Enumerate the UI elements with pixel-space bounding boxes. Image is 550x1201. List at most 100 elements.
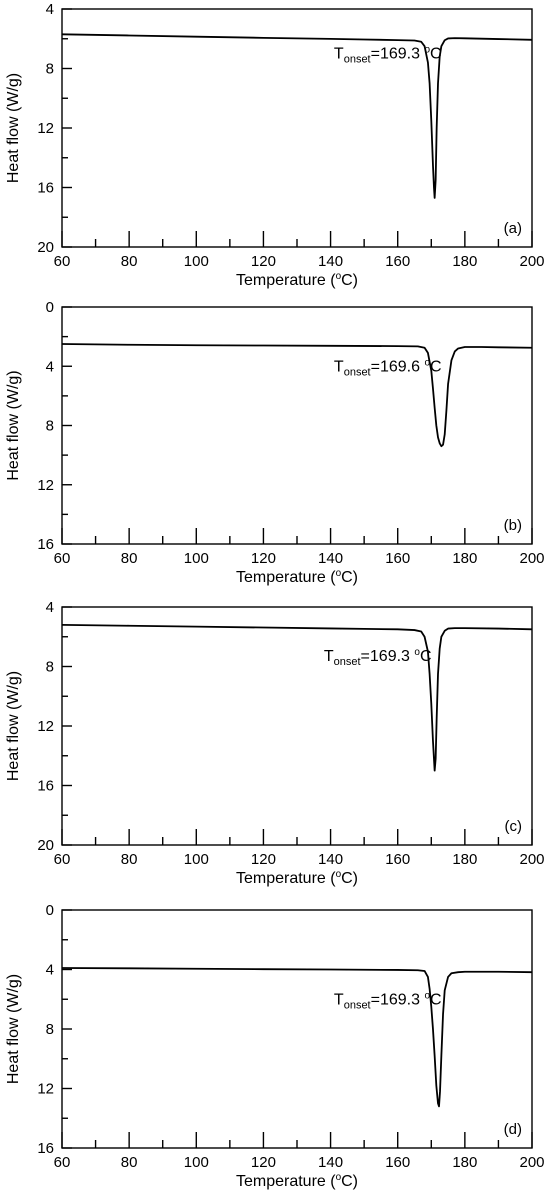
x-axis-title-main: Temperature ( [236, 870, 336, 887]
x-tick-label: 160 [385, 851, 410, 868]
x-tick-label: 120 [251, 253, 276, 270]
onset-value: =169.3 [371, 991, 425, 1008]
onset-value: =169.3 [361, 648, 415, 665]
x-tick-label: 160 [385, 1154, 410, 1171]
onset-unit: C [430, 358, 442, 375]
onset-subscript: onset [334, 656, 361, 668]
panel-label: (b) [504, 517, 522, 534]
y-tick-label: 8 [46, 1021, 54, 1038]
x-axis-title: Temperature (oC) [236, 869, 358, 887]
x-tick-label: 120 [251, 1154, 276, 1171]
y-tick-label: 12 [37, 718, 54, 735]
x-axis-title-unit: C) [341, 272, 358, 289]
x-tick-label: 80 [121, 550, 138, 567]
heat-flow-curve [61, 967, 533, 1108]
x-tick-label: 160 [385, 253, 410, 270]
chart-panel-b: 60 80 100 120 140 160 180 200 0 4 8 12 16 Temperature… [5, 299, 545, 586]
x-tick-label: 60 [54, 851, 71, 868]
chart-panel-c: 60 80 100 120 140 160 180 200 4 8 12 16 20 Temperatur… [5, 599, 545, 887]
x-axis-title-unit: C) [341, 569, 358, 586]
x-axis-title-degree: o [336, 1172, 342, 1183]
onset-degree: o [424, 990, 430, 1001]
x-axis-title: Temperature (oC) [236, 271, 358, 289]
x-tick-label: 140 [318, 1154, 343, 1171]
y-tick-label: 20 [37, 837, 54, 854]
x-tick-label: 120 [251, 851, 276, 868]
y-tick-label: 12 [37, 477, 54, 494]
x-tick-label: 180 [452, 1154, 477, 1171]
y-tick-label: 8 [46, 61, 54, 78]
onset-annotation: Tonset=169.3 oC [334, 45, 442, 66]
x-axis-title-degree: o [336, 869, 342, 880]
plot-frame [61, 606, 533, 846]
x-tick-label: 200 [519, 851, 544, 868]
x-tick-label: 100 [184, 253, 209, 270]
x-tick-label: 100 [184, 550, 209, 567]
y-tick-label: 8 [46, 418, 54, 435]
onset-value: =169.3 [371, 46, 425, 63]
y-axis-title: Heat flow (W/g) [5, 370, 22, 480]
x-tick-label: 180 [452, 253, 477, 270]
onset-unit: C [430, 46, 442, 63]
plot-frame [61, 306, 533, 545]
y-tick-label: 0 [46, 299, 54, 316]
x-tick-label: 140 [318, 253, 343, 270]
onset-unit: C [420, 648, 432, 665]
x-axis-title-unit: C) [341, 1173, 358, 1190]
onset-subscript: onset [344, 999, 371, 1011]
x-axis-title-degree: o [336, 271, 342, 282]
x-tick-label: 200 [519, 1154, 544, 1171]
y-tick-label: 16 [37, 1140, 54, 1157]
plot-frame [61, 8, 533, 248]
onset-symbol: T [334, 991, 344, 1008]
y-tick-label: 4 [46, 358, 54, 375]
y-axis-title: Heat flow (W/g) [5, 671, 22, 781]
onset-annotation: Tonset=169.3 oC [324, 647, 432, 668]
y-tick-label: 0 [46, 902, 54, 919]
y-tick-label: 16 [37, 180, 54, 197]
x-tick-label: 60 [54, 550, 71, 567]
x-axis-title-main: Temperature ( [236, 272, 336, 289]
onset-annotation: Tonset=169.6 oC [334, 357, 442, 378]
panel-label: (d) [504, 1121, 522, 1138]
y-tick-label: 16 [37, 536, 54, 553]
onset-degree: o [424, 45, 430, 56]
x-tick-label: 120 [251, 550, 276, 567]
onset-degree: o [414, 647, 420, 658]
x-tick-label: 200 [519, 550, 544, 567]
chart-panel-a: 60 80 100 120 140 160 180 200 4 8 12 16 20 Temperatur… [5, 1, 545, 289]
y-tick-label: 4 [46, 962, 54, 979]
onset-unit: C [430, 991, 442, 1008]
heat-flow-curve [61, 33, 533, 199]
x-axis-title-main: Temperature ( [236, 569, 336, 586]
onset-subscript: onset [344, 54, 371, 66]
x-tick-label: 80 [121, 851, 138, 868]
y-axis-title: Heat flow (W/g) [5, 73, 22, 183]
panel-label: (a) [504, 220, 522, 237]
y-tick-label: 16 [37, 778, 54, 795]
x-axis-title-degree: o [336, 568, 342, 579]
onset-symbol: T [324, 648, 334, 665]
x-tick-label: 80 [121, 253, 138, 270]
x-tick-label: 100 [184, 1154, 209, 1171]
y-axis-title: Heat flow (W/g) [5, 974, 22, 1084]
onset-subscript: onset [344, 366, 371, 378]
x-axis-title-unit: C) [341, 870, 358, 887]
x-tick-label: 180 [452, 550, 477, 567]
x-tick-label: 160 [385, 550, 410, 567]
x-tick-label: 140 [318, 851, 343, 868]
x-tick-label: 180 [452, 851, 477, 868]
x-axis-title: Temperature (oC) [236, 1172, 358, 1190]
x-tick-label: 140 [318, 550, 343, 567]
x-axis-title: Temperature (oC) [236, 568, 358, 586]
onset-degree: o [424, 357, 430, 368]
y-tick-label: 4 [46, 1, 54, 18]
x-axis-title-main: Temperature ( [236, 1173, 336, 1190]
x-tick-label: 100 [184, 851, 209, 868]
x-tick-label: 200 [519, 253, 544, 270]
y-tick-label: 12 [37, 1081, 54, 1098]
y-tick-label: 8 [46, 659, 54, 676]
x-tick-label: 60 [54, 1154, 71, 1171]
y-tick-label: 20 [37, 239, 54, 256]
